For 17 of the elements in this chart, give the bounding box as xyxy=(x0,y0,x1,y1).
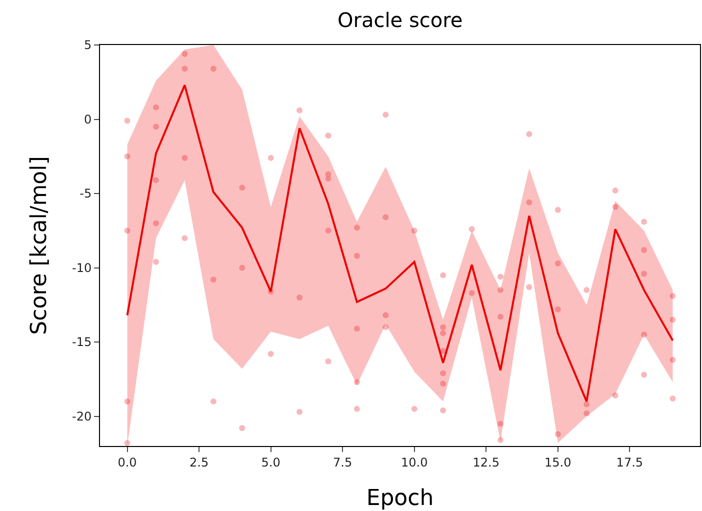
x-tick-label: 7.5 xyxy=(333,455,352,470)
chart-title: Oracle score xyxy=(338,8,463,32)
y-axis-title: Score [kcal/mol] xyxy=(27,156,52,335)
x-tick-label: 10.0 xyxy=(400,455,428,470)
x-tick-label: 2.5 xyxy=(189,455,209,470)
y-tick-label: -20 xyxy=(72,410,92,424)
x-tick-label: 15.0 xyxy=(544,455,572,470)
y-tick-label: 0 xyxy=(84,112,92,126)
y-tick-label: -15 xyxy=(72,335,92,350)
x-axis-title: Epoch xyxy=(366,486,434,511)
y-tick-label: 5 xyxy=(84,38,92,52)
x-tick-label: 17.5 xyxy=(616,455,644,470)
x-tick-label: 12.5 xyxy=(472,455,500,470)
y-tick-label: -5 xyxy=(80,186,92,201)
y-tick-label: -10 xyxy=(72,260,92,275)
x-tick-label: 5.0 xyxy=(261,455,280,470)
x-tick-label: 0.0 xyxy=(118,455,137,470)
